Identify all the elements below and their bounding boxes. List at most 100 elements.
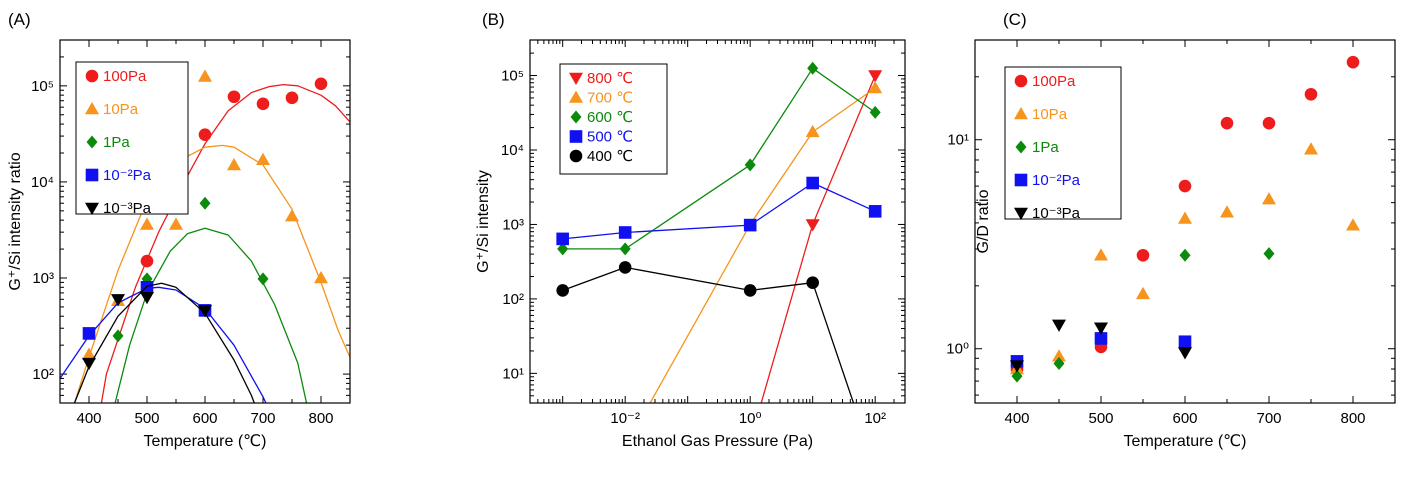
- data-point: [1053, 356, 1065, 370]
- legend-entry: 100Pa: [103, 68, 147, 85]
- data-point: [869, 105, 881, 119]
- data-point: [198, 305, 212, 318]
- data-point: [1136, 248, 1150, 262]
- data-point: [140, 217, 154, 230]
- data-point: [314, 270, 328, 284]
- legend-marker: [569, 130, 583, 143]
- series-3: [1011, 247, 1275, 383]
- legend-marker: [85, 168, 99, 182]
- data-point: [618, 226, 632, 239]
- legend-box: [1004, 66, 1122, 220]
- y-axis-label: G/D ratio: [975, 189, 992, 253]
- legend-marker: [569, 72, 583, 85]
- data-point: [868, 80, 883, 94]
- ticks: 400 500 600 700 800 10⁰ 10¹: [946, 39, 1396, 427]
- data-point: [285, 209, 299, 222]
- data-point: [82, 357, 96, 371]
- x-tick-label: 600: [192, 410, 217, 427]
- legend-marker: [570, 110, 582, 124]
- plot-frame: [59, 39, 351, 404]
- data-point: [1178, 335, 1192, 349]
- x-tick-label: 800: [1340, 410, 1365, 427]
- ticks: 400 500 600 700 800 10² 10³ 10⁴ 10⁵: [31, 39, 351, 427]
- x-tick-label: 10⁰: [739, 410, 762, 427]
- panel-1: (A) 400 500 600 700 800 10² 10³ 10⁴ 10⁵ Temperatur…: [7, 10, 351, 450]
- x-tick-label: 500: [134, 410, 159, 427]
- data-point: [1178, 347, 1192, 360]
- legend-entry: 600 ℃: [587, 109, 633, 126]
- x-axis-label: Temperature (℃): [144, 433, 267, 450]
- data-point: [743, 218, 757, 232]
- data-point: [805, 219, 820, 232]
- panel-2: (B) 10⁻² 10⁰ 10² 10¹ 10² 10³ 10⁴ 10⁵ Ethanol Gas …: [475, 10, 906, 450]
- data-point: [1179, 248, 1191, 262]
- legend-entry: 10⁻³Pa: [1032, 205, 1081, 222]
- series-2: [73, 69, 350, 403]
- data-point: [1010, 360, 1024, 373]
- plot-frame: [529, 39, 906, 404]
- fit-curve: [100, 83, 350, 403]
- data-point: [744, 158, 756, 172]
- data-point: [1178, 211, 1192, 224]
- data-point: [198, 128, 212, 142]
- data-point: [1094, 322, 1108, 335]
- y-tick-label: 10⁰: [946, 341, 969, 358]
- legend: 100Pa 10Pa 1Pa 10⁻²Pa 10⁻³Pa: [75, 61, 189, 217]
- series-1: [760, 70, 883, 403]
- data-point: [199, 196, 211, 210]
- legend-entry: 100Pa: [1032, 73, 1076, 90]
- data-point: [807, 61, 819, 75]
- legend-marker: [1014, 107, 1028, 120]
- legend-entry: 10⁻²Pa: [1032, 172, 1081, 189]
- legend-marker: [86, 135, 98, 149]
- legend: 800 ℃ 700 ℃ 600 ℃ 500 ℃ 400 ℃: [559, 63, 668, 175]
- y-tick-label: 10¹: [502, 365, 524, 382]
- data-point: [1052, 349, 1066, 362]
- x-tick-label: 500: [1088, 410, 1113, 427]
- data-point: [111, 294, 125, 307]
- series-4: [556, 176, 882, 246]
- legend-entry: 10⁻³Pa: [103, 200, 152, 217]
- legend-entry: 800 ℃: [587, 70, 633, 87]
- data-point: [285, 91, 299, 105]
- plot-area: [60, 69, 350, 403]
- series-2: [649, 80, 883, 403]
- x-tick-label: 600: [1172, 410, 1197, 427]
- panel-label: (C): [1003, 10, 1027, 29]
- data-point: [1136, 286, 1150, 300]
- legend-marker: [85, 69, 99, 83]
- panel-label: (A): [8, 10, 31, 29]
- data-point: [556, 232, 569, 246]
- legend-marker: [569, 90, 583, 103]
- y-tick-label: 10²: [32, 366, 54, 383]
- data-point: [1263, 247, 1275, 261]
- legend-entry: 700 ℃: [587, 90, 633, 107]
- plot-area: [1010, 55, 1360, 383]
- plot-area: [556, 61, 883, 403]
- y-tick-label: 10¹: [947, 132, 969, 149]
- data-point: [1052, 319, 1066, 332]
- series-5: [73, 282, 255, 403]
- series-line: [562, 182, 876, 240]
- series-3: [557, 61, 881, 256]
- x-tick-label: 700: [250, 410, 275, 427]
- data-point: [82, 327, 96, 340]
- series-line: [649, 87, 876, 403]
- data-point: [314, 77, 328, 91]
- legend-entry: 10Pa: [103, 101, 139, 118]
- data-point: [1011, 369, 1023, 383]
- data-point: [1094, 248, 1108, 261]
- fit-curve: [114, 227, 308, 403]
- fit-curve: [73, 282, 255, 403]
- data-point: [256, 97, 270, 111]
- legend-entry: 1Pa: [103, 134, 130, 151]
- data-point: [1262, 192, 1276, 205]
- y-tick-label: 10³: [32, 270, 54, 287]
- data-point: [556, 284, 569, 297]
- data-point: [868, 70, 883, 83]
- data-point: [1304, 142, 1318, 155]
- data-point: [198, 69, 212, 82]
- y-tick-label: 10⁵: [501, 68, 524, 85]
- data-point: [806, 176, 819, 190]
- series-5: [556, 261, 855, 403]
